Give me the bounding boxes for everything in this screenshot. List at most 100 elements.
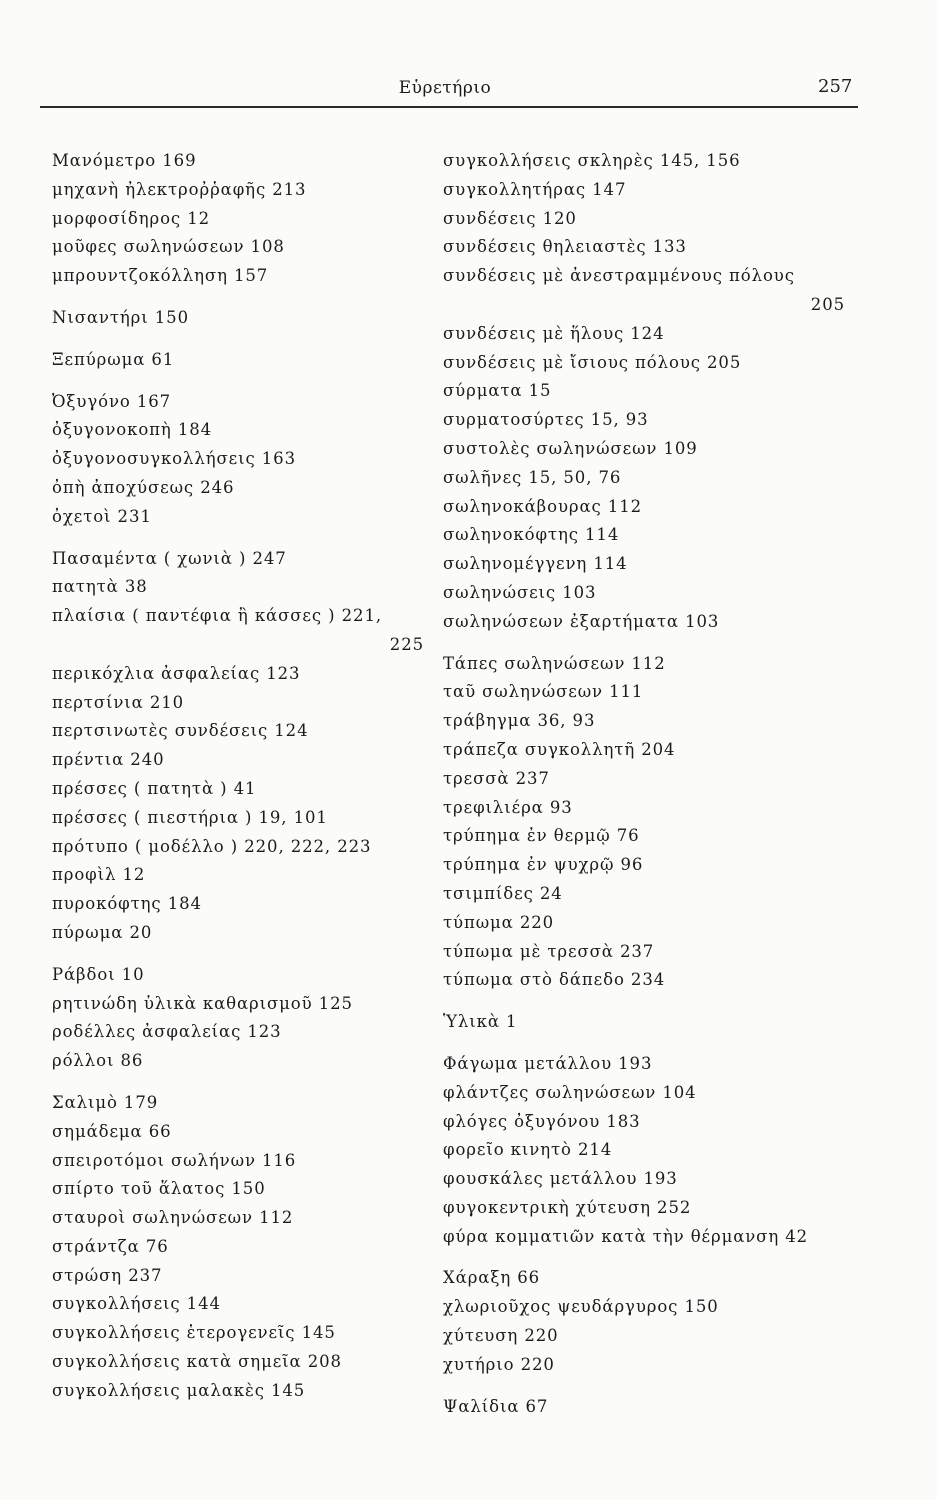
index-entry: συγκολλήσεις κατὰ σημεῖα 208: [52, 1352, 342, 1372]
index-entry: χύτευση 220: [443, 1326, 559, 1346]
index-entry: σωληνώσεων ἐξαρτήματα 103: [443, 611, 720, 631]
index-entry: συγκολλήσεις σκληρὲς 145, 156: [443, 151, 741, 170]
index-entry: φορεῖο κινητὸ 214: [443, 1140, 613, 1160]
index-entry: πρέσσες ( πατητὰ ) 41: [52, 778, 257, 798]
index-entry: ὀπὴ ἀποχύσεως 246: [52, 477, 235, 497]
index-letter-group: Πασαμέντα ( χωνιὰ ) 247 πατητὰ 38 πλαίσια …: [52, 545, 424, 948]
index-entry: Νισαντήρι 150: [52, 307, 189, 327]
index-entry: σωληνοκόφτης 114: [443, 525, 620, 545]
index-letter-group: Ὑλικὰ 1: [443, 1008, 845, 1037]
index-entry: συγκολλήσεις ἑτερογενεῖς 145: [52, 1323, 336, 1343]
index-entry: συνδέσεις 120: [443, 208, 577, 228]
index-letter-group: Μανόμετρο 169 μηχανὴ ἠλεκτροῤῥαφῆς 213 μορ…: [52, 147, 424, 291]
index-entry-continuation: 205: [810, 294, 845, 314]
index-entry: σπίρτο τοῦ ἅλατος 150: [52, 1179, 266, 1199]
index-entry: φύρα κομματιῶν κατὰ τὴν θέρμανση 42: [443, 1226, 809, 1246]
index-entry: φλάντζες σωληνώσεων 104: [443, 1082, 697, 1102]
index-entry: χυτήριο 220: [443, 1354, 555, 1374]
index-entry: τρύπημα ἐν ψυχρῷ 96: [443, 855, 644, 875]
index-entry: ὀξυγονοκοπὴ 184: [52, 420, 213, 440]
index-entry: Πασαμέντα ( χωνιὰ ) 247: [52, 548, 287, 568]
index-entry: ὀξυγονοσυγκολλήσεις 163: [52, 449, 296, 469]
index-entry: πλαίσια ( παντέφια ἢ κάσσες ) 221,: [52, 606, 382, 626]
index-entry: Ὑλικὰ 1: [443, 1012, 518, 1032]
index-entry: πρέντια 240: [52, 750, 165, 770]
index-entry-continuation: 225: [389, 634, 424, 654]
index-entry: συνδέσεις μὲ ἴσιους πόλους 205: [443, 352, 742, 372]
index-entry: φλόγες ὀξυγόνου 183: [443, 1111, 641, 1131]
index-entry: περικόχλια ἀσφαλείας 123: [52, 663, 301, 683]
index-column-right: συγκολλήσεις σκληρὲς 145, 156 συγκολλητήρ…: [443, 147, 845, 1434]
header-rule: [40, 106, 858, 108]
index-entry: τσιμπίδες 24: [443, 883, 563, 903]
index-entry: συγκολλητήρας 147: [443, 179, 627, 199]
index-entry: σπειροτόμοι σωλήνων 116: [52, 1150, 297, 1170]
index-letter-group: Ράβδοι 10 ρητινώδη ὑλικὰ καθαρισμοῦ 125 ρο…: [52, 961, 424, 1076]
index-entry: στρώση 237: [52, 1265, 163, 1285]
index-entry: Χάραξη 66: [443, 1268, 541, 1288]
index-entry: σωληνώσεις 103: [443, 582, 597, 602]
index-column-left: Μανόμετρο 169 μηχανὴ ἠλεκτροῤῥαφῆς 213 μορ…: [52, 147, 424, 1419]
index-entry: Φάγωμα μετάλλου 193: [443, 1053, 653, 1073]
index-entry: Ξεπύρωμα 61: [52, 349, 175, 369]
index-letter-group: Ψαλίδια 67: [443, 1393, 845, 1422]
index-entry: μπρουντζοκόλληση 157: [52, 266, 269, 286]
index-entry: Ὀξυγόνο 167: [52, 391, 172, 411]
index-entry: συστολὲς σωληνώσεων 109: [443, 438, 698, 458]
index-entry: τύπωμα 220: [443, 912, 555, 932]
index-entry: συρματοσύρτες 15, 93: [443, 410, 649, 430]
index-entry: πυροκόφτης 184: [52, 894, 202, 914]
index-entry: συνδέσεις μὲ ἀνεστραμμένους πόλους: [443, 266, 795, 286]
index-letter-group: Χάραξη 66 χλωριοῦχος ψευδάργυρος 150 χύτευ…: [443, 1264, 845, 1379]
index-entry: συνδέσεις μὲ ἥλους 124: [443, 323, 665, 343]
index-entry: πρότυπο ( μοδέλλο ) 220, 222, 223: [52, 836, 372, 856]
index-entry: περτσινωτὲς συνδέσεις 124: [52, 721, 309, 741]
index-entry: τράπεζα συγκολλητῆ 204: [443, 739, 676, 759]
index-entry: ροδέλλες ἀσφαλείας 123: [52, 1022, 282, 1042]
index-entry: μηχανὴ ἠλεκτροῤῥαφῆς 213: [52, 179, 307, 199]
index-entry: Ράβδοι 10: [52, 964, 145, 984]
index-entry: μορφοσίδηρος 12: [52, 208, 211, 228]
index-entry: σύρματα 15: [443, 381, 552, 401]
index-entry: σημάδεμα 66: [52, 1121, 172, 1141]
index-entry: χλωριοῦχος ψευδάργυρος 150: [443, 1297, 719, 1317]
index-entry: τύπωμα μὲ τρεσσὰ 237: [443, 941, 655, 961]
index-entry: συνδέσεις θηλειαστὲς 133: [443, 237, 687, 257]
index-entry: σωλῆνες 15, 50, 76: [443, 467, 622, 487]
index-entry: τράβηγμα 36, 93: [443, 711, 596, 731]
index-entry: τρεφιλιέρα 93: [443, 797, 573, 817]
index-entry: σωληνοκάβουρας 112: [443, 496, 643, 516]
index-letter-group: Τάπες σωληνώσεων 112 ταῦ σωληνώσεων 111 τρ…: [443, 650, 845, 996]
index-entry: πύρωμα 20: [52, 922, 153, 942]
index-letter-group: συγκολλήσεις σκληρὲς 145, 156 συγκολλητήρ…: [443, 147, 845, 637]
header-title: Εὑρετήριο: [398, 78, 492, 98]
index-entry: ὀχετοὶ 231: [52, 506, 152, 526]
index-entry: πρέσσες ( πιεστήρια ) 19, 101: [52, 807, 328, 827]
index-letter-group: Φάγωμα μετάλλου 193 φλάντζες σωληνώσεων 1…: [443, 1050, 845, 1252]
index-letter-group: Ξεπύρωμα 61: [52, 346, 424, 375]
index-letter-group: Νισαντήρι 150: [52, 304, 424, 333]
index-entry: ταῦ σωληνώσεων 111: [443, 682, 644, 702]
index-entry: Τάπες σωληνώσεων 112: [443, 653, 666, 673]
index-entry: τύπωμα στὸ δάπεδο 234: [443, 970, 666, 990]
index-entry: περτσίνια 210: [52, 692, 185, 712]
index-entry: σωληνομέγγενη 114: [443, 554, 628, 574]
index-entry: φουσκάλες μετάλλου 193: [443, 1169, 678, 1189]
index-entry: προφὶλ 12: [52, 865, 146, 885]
index-letter-group: Σαλιμὸ 179 σημάδεμα 66 σπειροτόμοι σωλήνων…: [52, 1089, 424, 1406]
index-entry: τρεσσὰ 237: [443, 768, 550, 788]
index-entry: ρόλλοι 86: [52, 1051, 144, 1071]
index-letter-group: Ὀξυγόνο 167 ὀξυγονοκοπὴ 184 ὀξυγονοσυγκολλ…: [52, 388, 424, 532]
index-entry: πατητὰ 38: [52, 577, 148, 597]
index-entry: συγκολλήσεις μαλακὲς 145: [52, 1380, 306, 1400]
index-entry: ρητινώδη ὑλικὰ καθαρισμοῦ 125: [52, 993, 353, 1013]
index-entry: Σαλιμὸ 179: [52, 1092, 159, 1112]
index-entry: συγκολλήσεις 144: [52, 1294, 221, 1314]
index-entry: Ψαλίδια 67: [443, 1396, 549, 1416]
page-number: 257: [818, 76, 853, 97]
index-entry: σταυροὶ σωληνώσεων 112: [52, 1208, 294, 1228]
index-entry: Μανόμετρο 169: [52, 151, 197, 170]
index-entry: στράντζα 76: [52, 1236, 169, 1256]
index-entry: μοῦφες σωληνώσεων 108: [52, 237, 285, 257]
index-entry: τρύπημα ἐν θερμῷ 76: [443, 826, 640, 846]
